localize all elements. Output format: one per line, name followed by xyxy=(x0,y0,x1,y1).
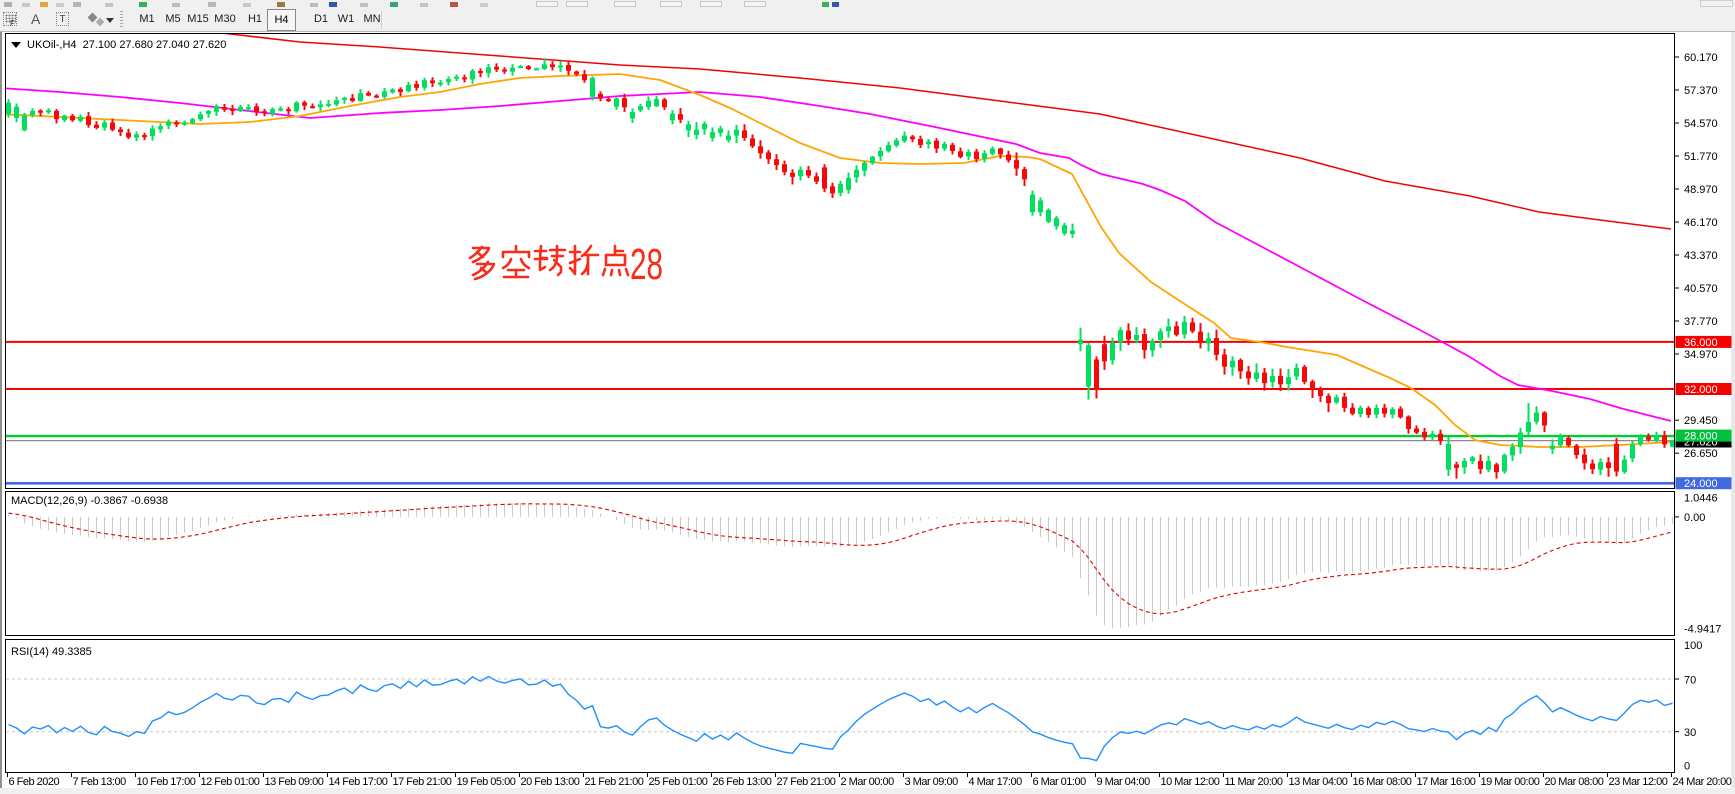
svg-text:28: 28 xyxy=(630,240,663,289)
svg-text:13 Mar 04:00: 13 Mar 04:00 xyxy=(1289,776,1348,788)
svg-text:17 Feb 21:00: 17 Feb 21:00 xyxy=(393,776,452,788)
svg-text:12 Feb 01:00: 12 Feb 01:00 xyxy=(201,776,260,788)
svg-text:14 Feb 17:00: 14 Feb 17:00 xyxy=(329,776,388,788)
svg-text:6 Feb 2020: 6 Feb 2020 xyxy=(9,776,60,788)
svg-text:40.570: 40.570 xyxy=(1684,283,1718,295)
svg-text:17 Mar 16:00: 17 Mar 16:00 xyxy=(1417,776,1476,788)
svg-text:60.170: 60.170 xyxy=(1684,52,1718,64)
svg-text:30: 30 xyxy=(1684,727,1696,739)
svg-text:1.0446: 1.0446 xyxy=(1684,493,1718,505)
svg-text:70: 70 xyxy=(1684,675,1696,687)
svg-text:36.000: 36.000 xyxy=(1684,337,1718,349)
svg-text:28.000: 28.000 xyxy=(1684,431,1718,443)
svg-text:0.00: 0.00 xyxy=(1684,512,1705,524)
svg-text:21 Feb 21:00: 21 Feb 21:00 xyxy=(585,776,644,788)
svg-text:29.450: 29.450 xyxy=(1684,415,1718,427)
svg-text:20 Mar 08:00: 20 Mar 08:00 xyxy=(1545,776,1604,788)
svg-text:7 Feb 13:00: 7 Feb 13:00 xyxy=(73,776,127,788)
svg-text:UKOil-,H4 27.100 27.680 27.04: UKOil-,H4 27.100 27.680 27.040 27.620 xyxy=(27,39,226,51)
svg-text:RSI(14) 49.3385: RSI(14) 49.3385 xyxy=(11,646,92,658)
svg-text:37.770: 37.770 xyxy=(1684,316,1718,328)
svg-text:16 Mar 08:00: 16 Mar 08:00 xyxy=(1353,776,1412,788)
svg-text:9 Mar 04:00: 9 Mar 04:00 xyxy=(1097,776,1151,788)
svg-text:4 Mar 17:00: 4 Mar 17:00 xyxy=(969,776,1023,788)
svg-text:11 Mar 20:00: 11 Mar 20:00 xyxy=(1225,776,1283,788)
svg-text:6 Mar 01:00: 6 Mar 01:00 xyxy=(1033,776,1087,788)
svg-text:19 Feb 05:00: 19 Feb 05:00 xyxy=(457,776,516,788)
svg-text:23 Mar 12:00: 23 Mar 12:00 xyxy=(1609,776,1668,788)
svg-text:57.370: 57.370 xyxy=(1684,85,1718,97)
svg-text:19 Mar 00:00: 19 Mar 00:00 xyxy=(1481,776,1540,788)
svg-text:54.570: 54.570 xyxy=(1684,118,1718,130)
svg-text:MACD(12,26,9) -0.3867 -0.6938: MACD(12,26,9) -0.3867 -0.6938 xyxy=(11,495,168,507)
svg-text:24.000: 24.000 xyxy=(1684,478,1718,490)
svg-text:-4.9417: -4.9417 xyxy=(1684,624,1721,636)
svg-text:100: 100 xyxy=(1684,640,1702,652)
svg-text:2 Mar 00:00: 2 Mar 00:00 xyxy=(841,776,895,788)
svg-text:48.970: 48.970 xyxy=(1684,184,1718,196)
svg-text:25 Feb 01:00: 25 Feb 01:00 xyxy=(649,776,708,788)
svg-text:43.370: 43.370 xyxy=(1684,250,1718,262)
svg-text:10 Mar 12:00: 10 Mar 12:00 xyxy=(1161,776,1220,788)
svg-text:10 Feb 17:00: 10 Feb 17:00 xyxy=(137,776,196,788)
svg-text:26.650: 26.650 xyxy=(1684,448,1718,460)
svg-text:27 Feb 21:00: 27 Feb 21:00 xyxy=(777,776,836,788)
svg-text:24 Mar 20:00: 24 Mar 20:00 xyxy=(1673,776,1732,788)
svg-text:26 Feb 13:00: 26 Feb 13:00 xyxy=(713,776,772,788)
svg-text:32.000: 32.000 xyxy=(1684,384,1718,396)
svg-text:0: 0 xyxy=(1684,760,1690,772)
svg-text:3 Mar 09:00: 3 Mar 09:00 xyxy=(905,776,959,788)
svg-text:34.970: 34.970 xyxy=(1684,349,1718,361)
svg-text:51.770: 51.770 xyxy=(1684,151,1718,163)
svg-text:13 Feb 09:00: 13 Feb 09:00 xyxy=(265,776,324,788)
svg-text:46.170: 46.170 xyxy=(1684,217,1718,229)
svg-text:20 Feb 13:00: 20 Feb 13:00 xyxy=(521,776,580,788)
